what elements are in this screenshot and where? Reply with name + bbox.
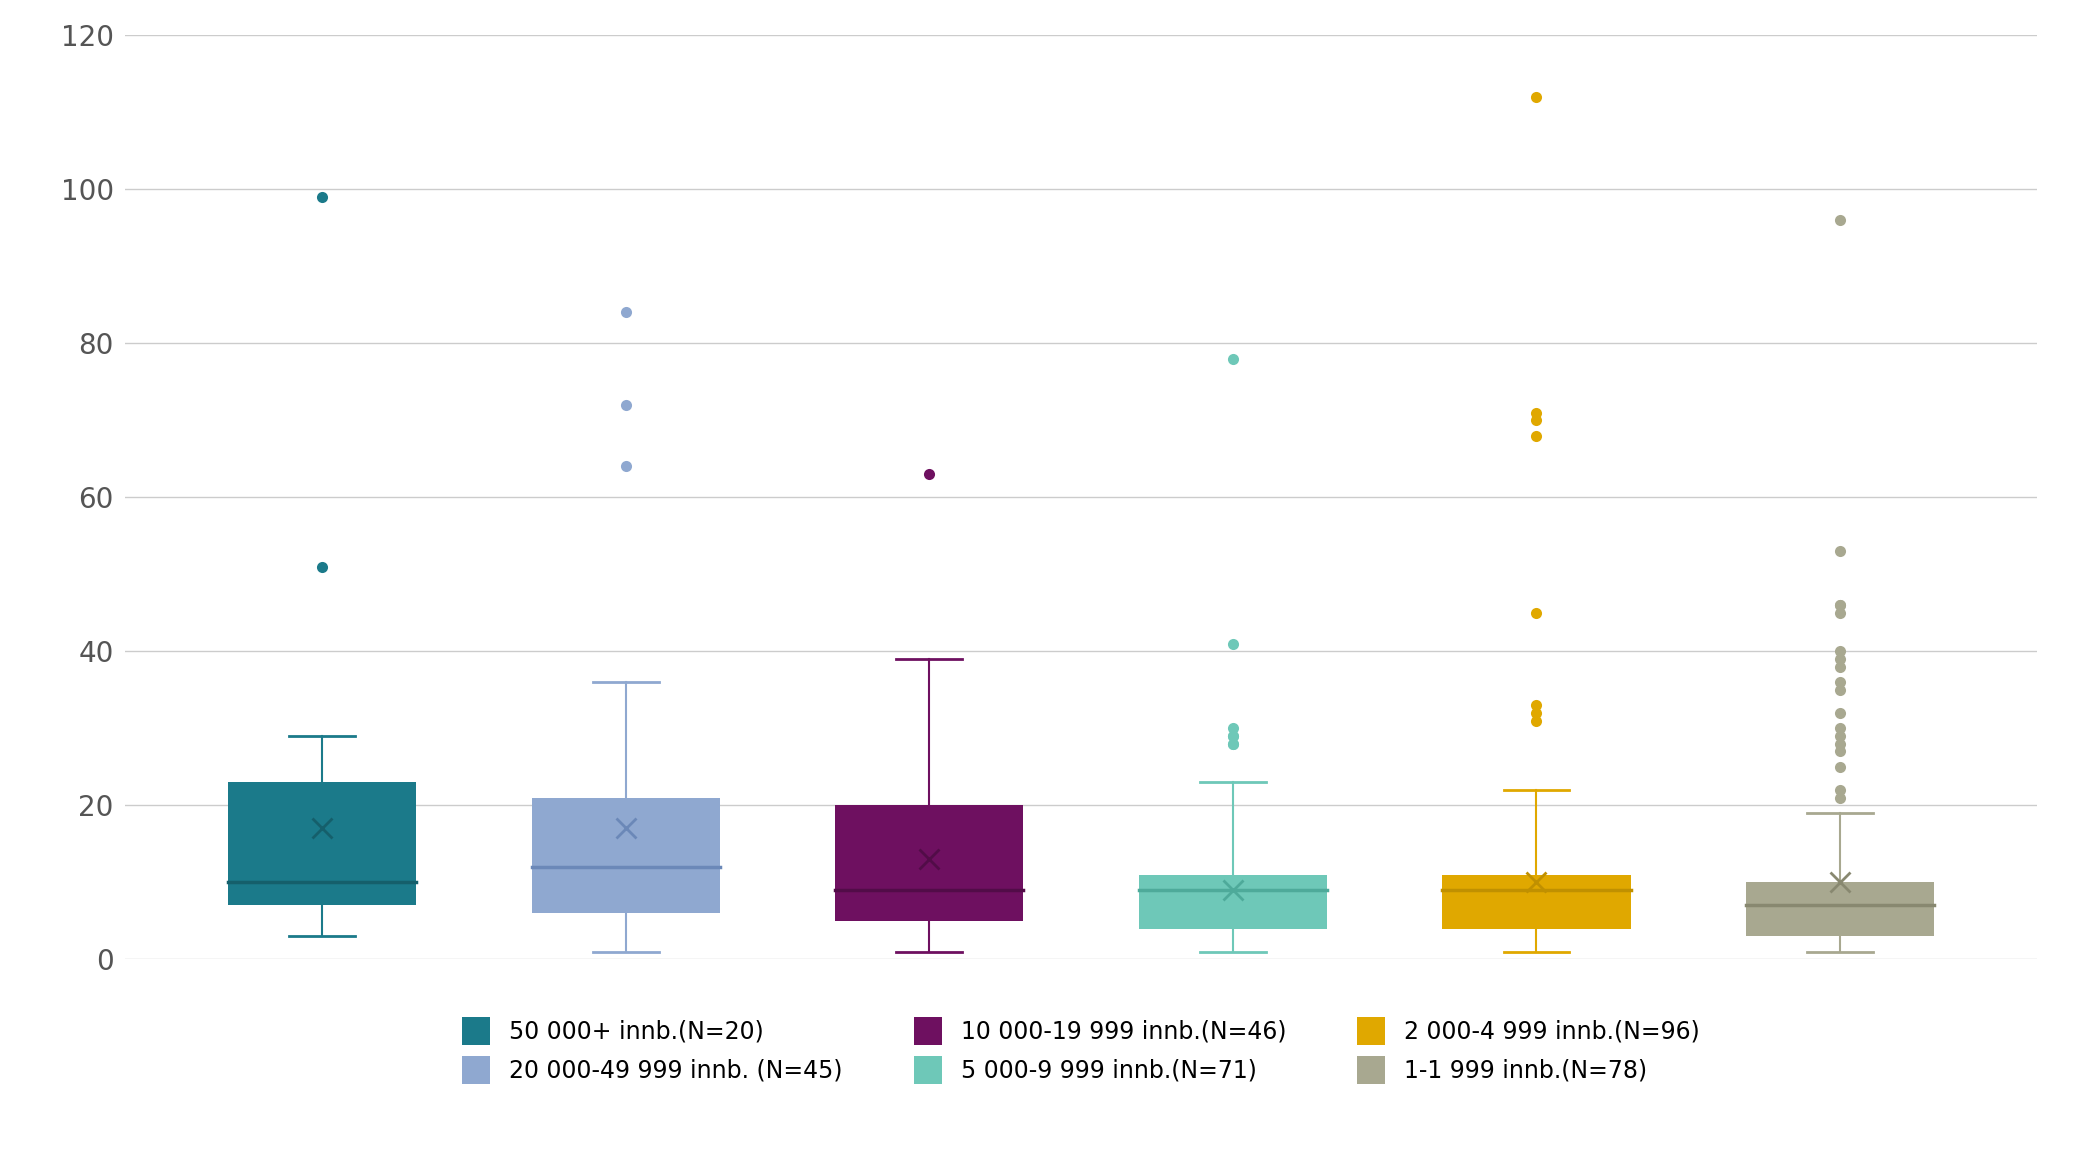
Bar — [1746, 882, 1933, 936]
Bar — [1443, 875, 1630, 929]
Bar — [229, 783, 416, 906]
Legend: 50 000+ innb.(N=20), 20 000-49 999 innb. (N=45), 10 000-19 999 innb.(N=46), 5 00: 50 000+ innb.(N=20), 20 000-49 999 innb.… — [451, 1005, 1711, 1095]
Bar — [836, 805, 1023, 921]
Bar — [1139, 875, 1326, 929]
Bar — [532, 798, 719, 914]
